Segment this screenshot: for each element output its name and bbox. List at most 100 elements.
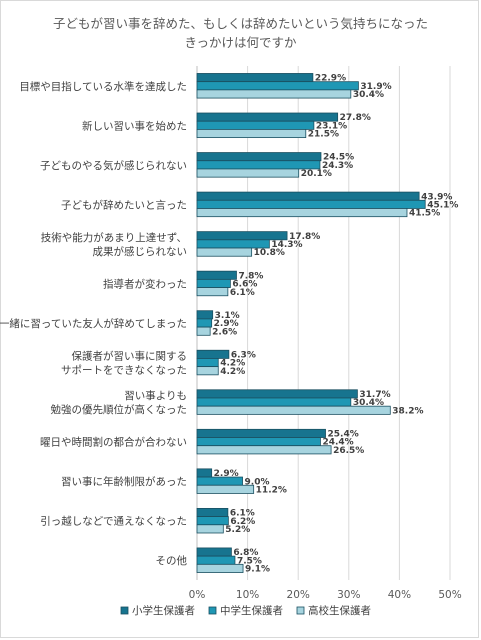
bar <box>196 239 270 249</box>
data-label: 31.9% <box>360 82 391 92</box>
bar <box>196 73 314 83</box>
bar <box>196 81 359 91</box>
data-label: 6.1% <box>230 509 255 519</box>
data-label: 4.2% <box>220 367 245 377</box>
bar <box>196 516 229 526</box>
data-label: 43.9% <box>421 192 452 202</box>
data-label: 2.9% <box>214 469 239 479</box>
legend-swatch <box>120 606 129 615</box>
data-label: 3.1% <box>215 311 240 321</box>
data-label: 6.8% <box>233 548 258 558</box>
x-tick-label: 30% <box>337 589 360 601</box>
bar <box>196 129 307 139</box>
category-label: 指導者が変わった <box>103 277 187 290</box>
bar <box>196 160 321 170</box>
data-label: 24.5% <box>323 153 354 163</box>
bar <box>196 484 255 494</box>
bar <box>196 231 288 241</box>
bar <box>196 563 244 573</box>
category-label: 成果が感じられない <box>93 245 188 258</box>
data-label: 30.4% <box>353 398 384 408</box>
chart-title-line-1: 子どもが習い事を辞めた、もしくは辞めたいという気持ちになった <box>52 16 428 31</box>
data-label: 30.4% <box>353 90 384 100</box>
data-label: 22.9% <box>315 74 346 84</box>
data-label: 24.3% <box>322 161 353 171</box>
bar <box>196 476 243 486</box>
data-label: 4.2% <box>220 359 245 369</box>
data-label: 7.8% <box>238 271 263 281</box>
bar <box>196 366 219 376</box>
data-label: 9.1% <box>245 565 270 575</box>
data-label: 14.3% <box>271 240 302 250</box>
bar <box>196 326 211 336</box>
bar <box>196 120 315 130</box>
bar <box>196 270 237 280</box>
category-label: 習い事よりも <box>124 389 187 402</box>
data-label: 6.3% <box>231 350 256 360</box>
category-label: 子どものやる気が感じられない <box>40 159 187 172</box>
bar <box>196 507 229 517</box>
bar <box>196 152 322 162</box>
bar <box>196 168 300 178</box>
data-label: 2.9% <box>214 319 239 329</box>
data-label: 23.1% <box>316 121 347 131</box>
data-label: 9.0% <box>245 477 270 487</box>
bar <box>196 278 231 288</box>
category-label: その他 <box>156 554 188 567</box>
data-label: 38.2% <box>392 406 423 416</box>
data-label: 45.1% <box>427 200 458 210</box>
x-tick-label: 10% <box>236 589 259 601</box>
bar <box>196 89 352 99</box>
bar <box>196 112 339 122</box>
category-label: 習い事に年齢制限があった <box>61 475 187 488</box>
data-label: 10.8% <box>254 248 285 258</box>
data-label: 11.2% <box>256 485 287 495</box>
legend-swatch <box>296 606 305 615</box>
data-label: 20.1% <box>301 169 332 179</box>
legend-label: 高校生保護者 <box>308 604 371 617</box>
bar <box>196 428 326 438</box>
category-label: 保護者が習い事に関する <box>72 350 188 363</box>
bar <box>196 555 236 565</box>
bar <box>196 389 358 399</box>
legend-label: 小学生保護者 <box>132 604 195 617</box>
legend-swatch <box>208 606 217 615</box>
x-tick-label: 40% <box>388 589 411 601</box>
category-label: 勉強の優先順位が高くなった <box>51 403 188 416</box>
bar <box>196 310 214 320</box>
bar <box>196 318 213 328</box>
data-label: 41.5% <box>409 209 440 219</box>
x-tick-label: 20% <box>287 589 310 601</box>
category-label: 一緒に習っていた友人が辞めてしまった <box>0 317 187 330</box>
category-label: 目標や目指している水準を達成した <box>19 80 187 93</box>
bar <box>196 191 420 201</box>
data-label: 21.5% <box>308 130 339 140</box>
data-label: 27.8% <box>340 113 371 123</box>
category-label: 技術や能力があまり上達せず、 <box>41 231 187 244</box>
data-label: 2.6% <box>212 327 237 337</box>
bar <box>196 397 352 407</box>
category-label: 新しい習い事を始めた <box>82 119 187 132</box>
legend-label: 中学生保護者 <box>220 604 283 617</box>
data-label: 26.5% <box>333 446 364 456</box>
bar <box>196 547 232 557</box>
data-label: 6.6% <box>232 280 257 290</box>
bar <box>196 208 408 218</box>
data-label: 6.2% <box>230 517 255 527</box>
bar <box>196 524 224 534</box>
x-tick-label: 50% <box>438 589 461 601</box>
bar <box>196 358 219 368</box>
data-label: 5.2% <box>225 525 250 535</box>
bar <box>196 437 321 447</box>
bar <box>196 405 391 415</box>
bar <box>196 468 213 478</box>
data-label: 24.4% <box>322 438 353 448</box>
bar <box>196 445 332 455</box>
category-label: サポートをできなくなった <box>61 365 187 377</box>
category-label: 曜日や時間割の都合が合わない <box>40 436 187 449</box>
data-label: 17.8% <box>289 232 320 242</box>
chart-title: 子どもが習い事を辞めた、もしくは辞めたいという気持ちになった きっかけは何ですか <box>0 14 481 52</box>
data-label: 7.5% <box>237 556 262 566</box>
